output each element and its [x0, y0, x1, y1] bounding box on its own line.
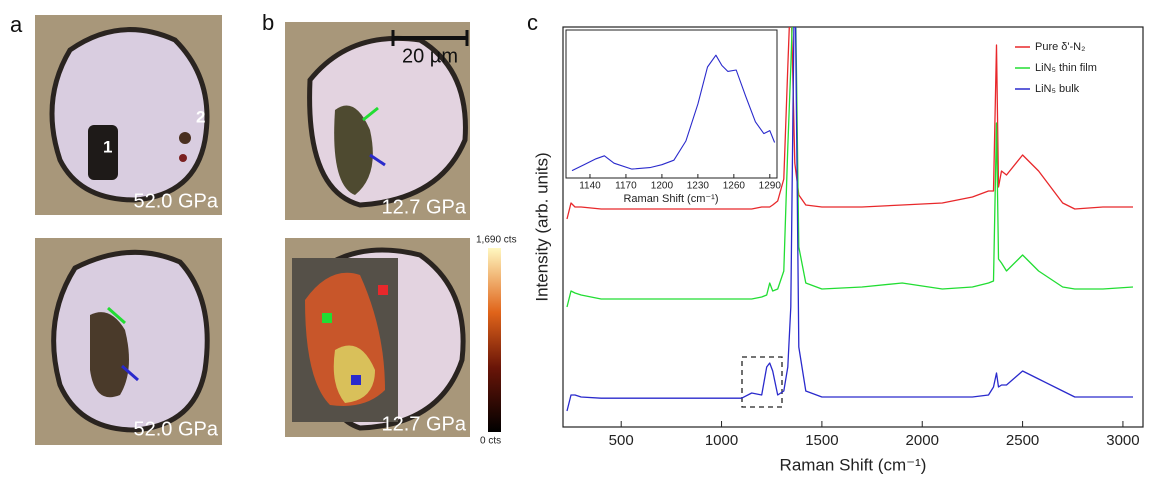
marker-label: 1 [103, 137, 112, 156]
series-line [566, 27, 1133, 412]
x-tick-label: 1140 [579, 181, 601, 192]
inset-region [741, 356, 783, 408]
x-tick-label: 2500 [1006, 432, 1039, 449]
panel-label: c [527, 10, 538, 35]
x-axis-title: Raman Shift (cm⁻¹) [780, 455, 927, 474]
inset-x-axis-title: Raman Shift (cm⁻¹) [623, 193, 718, 205]
series-line [571, 54, 776, 172]
pressure-label: 12.7 GPa [381, 413, 466, 435]
colorbar-label: 0 cts [480, 436, 501, 447]
x-tick-label: 1230 [687, 181, 710, 192]
scale-bar-label: 20 µm [402, 45, 458, 67]
legend-label: LiN₅ thin film [1035, 62, 1097, 74]
x-tick-label: 2000 [906, 432, 939, 449]
colorbar-label: 1,690 cts [476, 235, 517, 246]
micrograph [285, 22, 470, 220]
panel-label: a [10, 12, 23, 37]
y-axis-title: Intensity (arb. units) [532, 152, 551, 301]
pressure-label: 12.7 GPa [381, 196, 466, 218]
panel-label: b [262, 10, 274, 35]
x-tick-label: 1260 [723, 181, 746, 192]
legend-label: LiN₅ bulk [1035, 83, 1080, 95]
marker-label: 2 [196, 107, 205, 126]
legend-label: Pure δ'-N₂ [1035, 41, 1085, 53]
x-tick-label: 1000 [705, 432, 738, 449]
pressure-label: 52.0 GPa [133, 418, 218, 440]
map-overlay [285, 238, 501, 437]
x-tick-label: 3000 [1106, 432, 1139, 449]
plot-frame [562, 26, 1144, 428]
inset-frame [565, 29, 778, 179]
x-tick-label: 500 [609, 432, 634, 449]
micrograph [35, 15, 222, 215]
x-tick-label: 1290 [759, 181, 782, 192]
x-tick-label: 1200 [651, 181, 674, 192]
micrograph [35, 238, 222, 445]
x-tick-label: 1170 [615, 181, 637, 192]
pressure-label: 52.0 GPa [133, 190, 218, 212]
x-tick-label: 1500 [805, 432, 838, 449]
